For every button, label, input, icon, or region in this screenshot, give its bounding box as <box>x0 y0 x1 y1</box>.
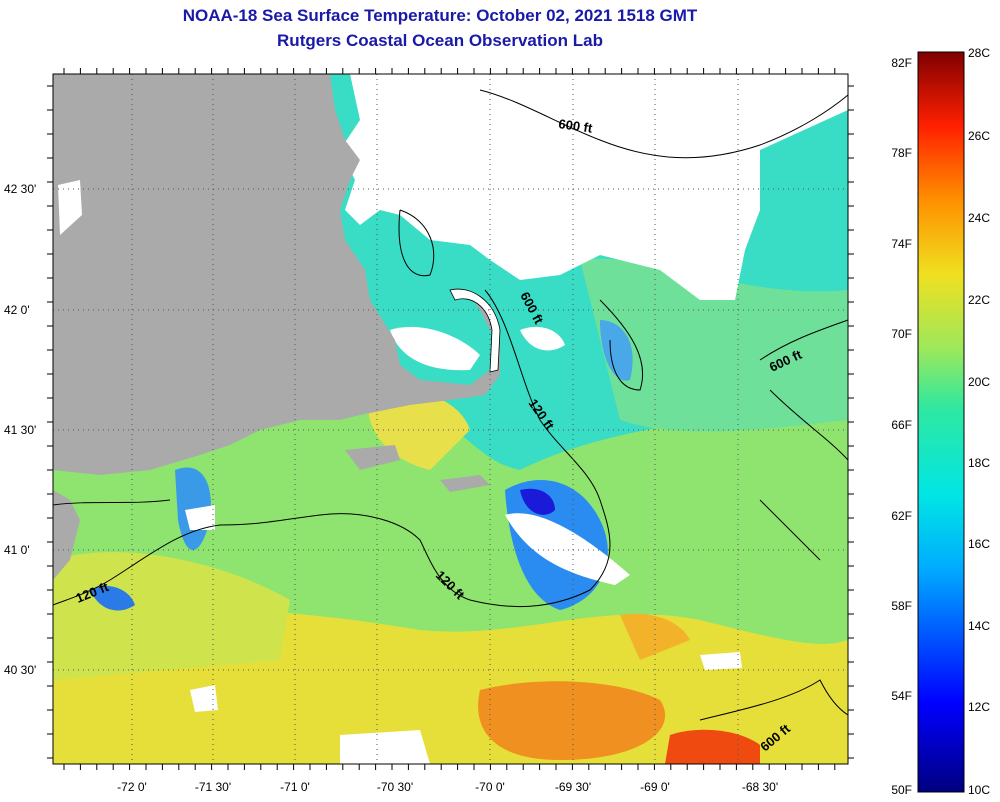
colorbar <box>917 51 965 793</box>
colorbar-c-label: 28C <box>968 46 990 60</box>
colorbar-f-label: 78F <box>891 146 912 160</box>
cloud-shoal <box>505 513 630 585</box>
colorbar-f-label: 50F <box>891 783 912 797</box>
water-cool-north <box>600 320 633 381</box>
lat-label: 41 0' <box>4 543 30 557</box>
lon-label: -70 0' <box>475 780 505 794</box>
colorbar-c-label: 26C <box>968 129 990 143</box>
colorbar-f-label: 74F <box>891 237 912 251</box>
lon-label: -71 30' <box>195 780 231 794</box>
colorbar-celsius-labels: 28C 26C 24C 22C 20C 18C 16C 14C 12C 10C <box>968 46 990 797</box>
water-cold-west <box>90 585 135 611</box>
land-mass <box>53 74 500 475</box>
cloud-north <box>340 74 848 300</box>
lat-label: 40 30' <box>4 663 36 677</box>
land-long-island <box>53 490 80 580</box>
colorbar-f-label: 54F <box>891 689 912 703</box>
land-nantucket <box>440 475 490 492</box>
cape-cod-outline <box>449 288 501 373</box>
colorbar-c-label: 12C <box>968 700 990 714</box>
colorbar-f-label: 82F <box>891 56 912 70</box>
longitude-labels: -72 0' -71 30' -71 0' -70 30' -70 0' -69… <box>117 780 778 794</box>
water-red-patch <box>665 729 760 764</box>
map-title: NOAA-18 Sea Surface Temperature: October… <box>182 6 698 25</box>
cloud-small-3 <box>700 652 742 670</box>
water-orange-patch <box>478 681 666 760</box>
lat-label: 41 30' <box>4 423 36 437</box>
colorbar-c-label: 20C <box>968 375 990 389</box>
colorbar-c-label: 22C <box>968 293 990 307</box>
colorbar-c-label: 16C <box>968 537 990 551</box>
contour-label-600ft-north: 600 ft <box>558 116 594 136</box>
cloud-south <box>340 730 430 764</box>
colorbar-f-label: 58F <box>891 599 912 613</box>
colorbar-c-label: 14C <box>968 619 990 633</box>
map-subtitle: Rutgers Coastal Ocean Observation Lab <box>277 31 603 50</box>
colorbar-c-label: 10C <box>968 783 990 797</box>
cloud-small-2 <box>190 685 218 712</box>
cloud-cape <box>390 326 480 371</box>
cloud-patch <box>520 326 565 351</box>
land-marthas-vineyard <box>345 445 400 470</box>
water-cold-core <box>520 488 555 515</box>
colorbar-c-label: 18C <box>968 456 990 470</box>
colorbar-f-label: 70F <box>891 327 912 341</box>
lon-label: -69 30' <box>555 780 591 794</box>
map-border <box>52 73 849 765</box>
map-plot-area: 600 ft 600 ft 600 ft 120 ft 120 ft 120 f… <box>53 74 848 764</box>
colorbar-c-label: 24C <box>968 211 990 225</box>
axis-ticks <box>47 68 854 770</box>
water-green-east <box>580 258 848 432</box>
lon-label: -72 0' <box>117 780 147 794</box>
lon-label: -69 0' <box>640 780 670 794</box>
lon-label: -71 0' <box>280 780 310 794</box>
water-orange-small <box>620 613 690 660</box>
lat-label: 42 0' <box>4 303 30 317</box>
cloud-small-1 <box>185 505 215 530</box>
bathymetry-contours <box>53 89 848 721</box>
water-yellowgreen-west <box>53 552 290 680</box>
lon-label: -68 30' <box>742 780 778 794</box>
lat-label: 42 30' <box>4 182 36 196</box>
lon-label: -70 30' <box>377 780 413 794</box>
cloud-land <box>58 180 82 235</box>
colorbar-fahrenheit-labels: 82F 78F 74F 70F 66F 62F 58F 54F 50F <box>891 56 912 797</box>
graticule <box>53 74 848 764</box>
colorbar-f-label: 66F <box>891 418 912 432</box>
colorbar-f-label: 62F <box>891 509 912 523</box>
latitude-labels: 42 30' 42 0' 41 30' 41 0' 40 30' <box>4 182 36 677</box>
